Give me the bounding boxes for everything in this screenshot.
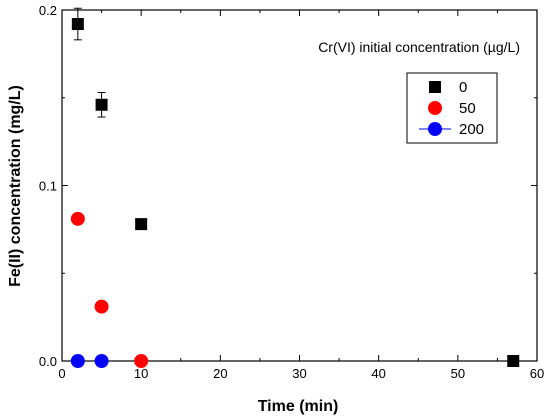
chart-annotation: Cr(VI) initial concentration (µg/L) [318,39,520,55]
x-tick-label: 20 [213,366,227,381]
y-tick-label: 0.1 [39,179,57,194]
x-tick-label: 0 [58,366,65,381]
data-point [135,218,148,231]
y-axis-title: Fe(II) concentration (mg/L) [7,85,24,287]
x-tick-label: 10 [134,366,148,381]
legend-label: 0 [459,79,467,96]
x-tick-label: 50 [451,366,465,381]
legend: 0 50 200 [406,72,498,144]
data-point [70,354,85,368]
series-50 [70,211,149,368]
data-marks [70,7,520,368]
x-tick-label: 40 [371,366,385,381]
legend-marker [428,122,442,136]
y-tick-label: 0.0 [39,354,57,369]
data-point [71,18,84,31]
data-point [95,98,108,111]
legend-marker [428,101,442,115]
series-200 [70,354,109,368]
data-point [134,354,149,368]
x-tick-label: 30 [292,366,306,381]
legend-marker [429,81,441,93]
data-point [70,211,85,226]
x-axis-title: Time (min) [258,398,339,415]
plot-frame [61,9,538,362]
data-point [94,299,109,314]
series-0 [71,7,520,367]
data-point [507,355,520,367]
y-tick-label: 0.2 [39,3,57,18]
legend-box [406,72,498,144]
legend-label: 50 [459,100,476,117]
axis-ticks: 0 10 20 30 40 50 60 0.0 0.1 0.2 [39,3,544,381]
data-point [94,354,109,368]
x-tick-label: 60 [530,366,544,381]
legend-label: 200 [459,121,484,138]
plot-border [61,9,538,362]
